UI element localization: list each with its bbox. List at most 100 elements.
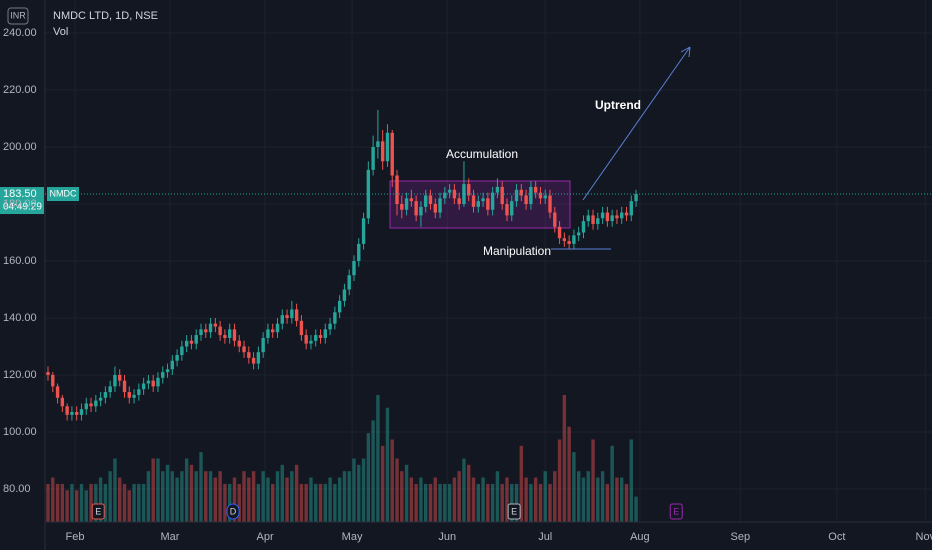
x-tick-label: Mar	[160, 531, 179, 543]
candle-body	[113, 374, 117, 387]
candle-body	[218, 326, 222, 336]
volume-bar	[275, 471, 280, 522]
candle-body	[309, 340, 313, 344]
volume-bar	[357, 464, 361, 522]
volume-bar	[562, 395, 567, 522]
volume-bar	[467, 464, 471, 522]
chart-title: NMDC LTD, 1D, NSE	[53, 10, 158, 22]
volume-bar	[624, 483, 629, 522]
volume-bar	[194, 471, 198, 522]
candle-body	[132, 394, 136, 398]
y-tick-label: 220.00	[3, 84, 37, 96]
volume-bar	[371, 420, 375, 522]
volume-bar	[74, 490, 79, 522]
candle-body	[213, 323, 218, 327]
candle-body	[524, 195, 528, 205]
volume-bar	[572, 452, 576, 522]
candle-body	[543, 195, 547, 199]
y-tick-label: 180.00	[3, 198, 37, 210]
volume-bar	[419, 477, 423, 522]
volume-bar	[510, 483, 514, 522]
candle-body	[337, 300, 342, 313]
volume-bar	[51, 477, 55, 522]
volume-bar	[529, 483, 533, 522]
x-tick-label: Aug	[630, 531, 650, 543]
volume-bar	[380, 445, 385, 522]
candle-body	[366, 169, 371, 219]
volume-bar	[553, 471, 557, 522]
candle-body	[467, 184, 471, 196]
event-marker	[507, 503, 521, 520]
volume-bar	[189, 464, 194, 522]
x-tick-label: Feb	[66, 531, 85, 543]
candle-body	[323, 329, 328, 338]
volume-bar	[514, 483, 519, 522]
volume-bar	[610, 445, 614, 522]
volume-bar	[596, 477, 600, 522]
x-tick-label: Oct	[828, 531, 845, 543]
volume-bar	[323, 483, 328, 522]
candle-body	[514, 189, 519, 202]
volume-bar	[433, 477, 437, 522]
volume-bar	[361, 458, 366, 522]
volume-bar	[70, 483, 74, 522]
last-price: 183.50 04:49:29 NMDC	[0, 187, 932, 215]
volume-bar	[232, 477, 237, 522]
volume-bar	[294, 464, 299, 522]
candle-body	[94, 400, 98, 407]
candle-body	[237, 340, 241, 347]
candle-body	[165, 369, 170, 373]
candle-body	[137, 389, 141, 395]
candle-body	[161, 372, 165, 378]
volume-bar	[132, 483, 136, 522]
candle-body	[261, 337, 265, 353]
candle-body	[400, 204, 404, 210]
volume-bar	[122, 483, 127, 522]
candle-body	[146, 380, 151, 384]
candle-body	[285, 315, 289, 318]
volume-bar	[318, 483, 323, 522]
volume-bar	[271, 483, 275, 522]
candle-body	[184, 340, 189, 347]
candle-body	[605, 212, 610, 222]
volume-bar	[184, 458, 189, 522]
candle-body	[347, 275, 351, 290]
volume-bar	[620, 477, 624, 522]
volume-bar	[586, 471, 590, 522]
x-tick-label: Jun	[438, 531, 456, 543]
volume-bar	[98, 477, 103, 522]
countdown: 04:49:29	[3, 202, 42, 213]
volume-bar	[94, 483, 98, 522]
volume-bar	[452, 477, 457, 522]
x-tick-label: Apr	[257, 531, 274, 543]
candle-body	[342, 289, 347, 301]
volume-bar	[304, 483, 308, 522]
volume-bar	[218, 471, 222, 522]
candle-body	[55, 386, 60, 398]
volume-bar	[409, 477, 414, 522]
volume-bar	[495, 471, 500, 522]
volume-bar	[428, 483, 433, 522]
arrow-head	[680, 46, 691, 58]
candle-body	[280, 315, 284, 324]
candle-body	[624, 212, 629, 216]
candle-body	[538, 192, 543, 199]
currency: INR	[10, 10, 26, 20]
candle-body	[553, 212, 557, 227]
candle-body	[443, 192, 447, 199]
volume-bar	[79, 483, 84, 522]
volume-bar	[108, 471, 112, 522]
y-tick-label: 100.00	[3, 426, 37, 438]
volume-bar	[223, 483, 227, 522]
volume-bar	[576, 471, 581, 522]
volume-bar	[309, 477, 313, 522]
candle-body	[275, 323, 280, 333]
volume-bar	[151, 458, 155, 522]
candle-body	[170, 360, 175, 370]
volume-bar	[548, 483, 552, 522]
volume-bar	[242, 471, 246, 522]
candle-body	[79, 409, 84, 415]
volume-bar	[146, 471, 151, 522]
candle-body	[199, 329, 203, 336]
candle-body	[505, 204, 509, 216]
